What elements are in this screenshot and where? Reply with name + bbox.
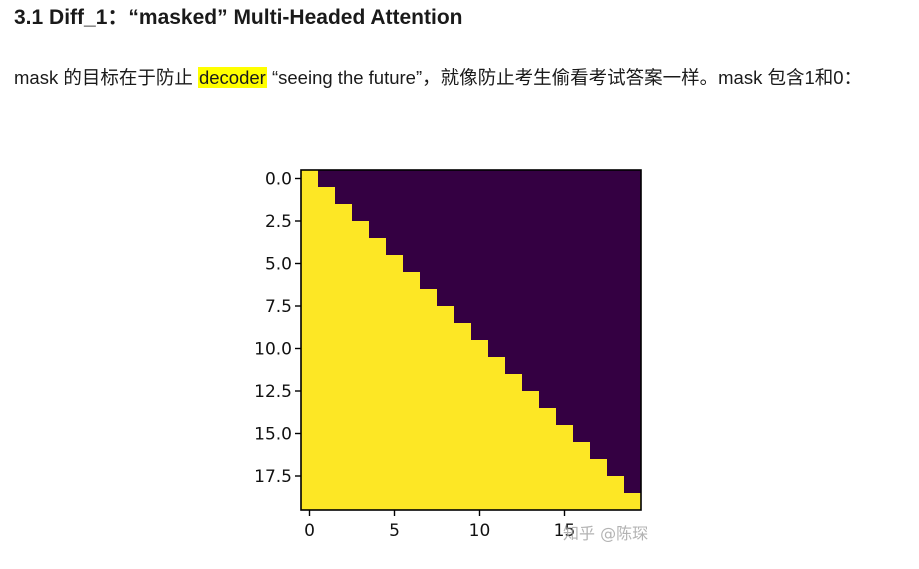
mask-heatmap-figure: 0.0 2.5 5.0 7.5 10.0 12.5 15.0 17.5 0 5 10 15 [225,158,665,558]
heatmap-row-16 [301,442,590,459]
heatmap-row-15 [301,425,573,442]
y-tick-label: 2.5 [265,212,292,232]
highlighted-term: decoder [197,67,267,88]
y-tick-label: 15.0 [254,425,292,445]
body-paragraph: mask 的目标在于防止 decoder “seeing the future”… [14,62,894,93]
x-tick-label: 0 [304,521,315,541]
heatmap-row-7 [301,289,437,306]
heatmap-row-9 [301,323,471,340]
heatmap-row-8 [301,306,454,323]
section-number: 3.1 [14,6,44,29]
y-tick-label: 10.0 [254,340,292,360]
paragraph-text-before: mask 的目标在于防止 [14,67,198,88]
section-title: Diff_1：“masked” Multi-Headed Attention [49,6,463,29]
heatmap-row-4 [301,238,386,255]
x-tick-label: 5 [389,521,400,541]
y-tick-label: 0.0 [265,170,292,190]
heatmap-row-12 [301,374,522,391]
y-tick-label: 5.0 [265,255,292,275]
heatmap-row-10 [301,340,488,357]
heatmap-row-1 [301,187,335,204]
watermark: 知乎 @陈琛 [563,524,649,543]
heatmap-row-3 [301,221,369,238]
heatmap-row-2 [301,204,352,221]
heatmap-row-5 [301,255,403,272]
heatmap-row-6 [301,272,420,289]
heatmap-row-17 [301,459,607,476]
y-tick-label: 17.5 [254,467,292,487]
mask-heatmap-chart: 0.0 2.5 5.0 7.5 10.0 12.5 15.0 17.5 0 5 10 15 [254,169,642,541]
heatmap-row-14 [301,408,556,425]
heatmap-row-18 [301,476,624,493]
paragraph-text-after: “seeing the future”，就像防止考生偷看考试答案一样。mask … [266,67,863,88]
heatmap-row-0 [301,170,318,187]
section-heading: 3.1 Diff_1：“masked” Multi-Headed Attenti… [14,3,462,33]
heatmap-row-19 [301,493,641,510]
y-tick-label: 12.5 [254,382,292,402]
x-tick-label: 15 [554,521,576,541]
heatmap-row-11 [301,357,505,374]
plot-frame [300,169,642,511]
x-tick-label: 10 [469,521,491,541]
y-tick-label: 7.5 [265,297,292,317]
heatmap-row-13 [301,391,539,408]
